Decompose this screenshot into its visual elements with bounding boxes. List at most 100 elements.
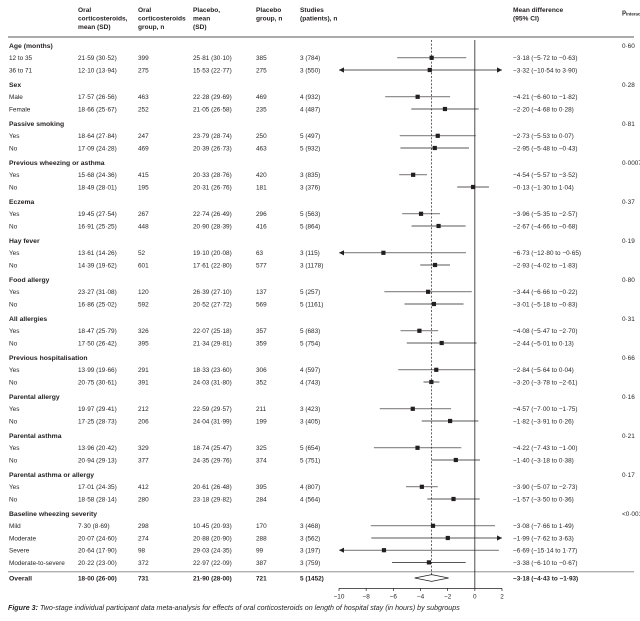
point-estimate	[470, 184, 476, 190]
header-md: Mean difference (95% CI)	[513, 7, 564, 22]
mean-difference-cell: −4·22 (−7·43 to −1·00)	[513, 445, 577, 452]
point-estimate	[381, 250, 386, 255]
row-label: 12 to 35	[9, 55, 33, 62]
group-p-value: 0·21	[622, 433, 635, 440]
point-estimate	[453, 457, 458, 463]
header-placebo-mean: Placebo, mean (SD)	[193, 7, 220, 31]
placebo-n-cell: 250	[256, 133, 267, 140]
point-estimate	[442, 106, 448, 112]
oral-n-cell: 415	[138, 172, 149, 179]
header-studies: Studies (patients), n	[300, 7, 337, 22]
mean-difference-cell: −2·44 (−5·01 to 0·13)	[513, 340, 574, 347]
point-estimate	[415, 445, 420, 450]
oral-n-cell: 448	[138, 223, 149, 230]
oral-n-cell: 399	[138, 55, 149, 62]
oral-n-cell: 98	[138, 548, 146, 555]
oral-n-cell: 120	[138, 289, 149, 296]
header-p-interaction: pinteraction	[622, 9, 640, 17]
row-label: Severe	[9, 548, 30, 555]
oral-mean-cell: 18·58 (28·14)	[78, 496, 117, 503]
placebo-n-cell: 99	[256, 548, 264, 555]
placebo-n-cell: 463	[256, 145, 267, 152]
group-p-value: 0·28	[622, 82, 635, 89]
overall-studies: 5 (1452)	[300, 575, 324, 582]
oral-mean-cell: 13·99 (19·66)	[78, 367, 117, 374]
studies-cell: 3 (562)	[300, 535, 320, 542]
row-label: No	[9, 262, 18, 269]
row-label: Male	[9, 94, 23, 101]
oral-mean-cell: 20·75 (30·61)	[78, 379, 117, 386]
mean-difference-cell: −3·08 (−7·66 to 1·49)	[513, 523, 574, 530]
group-label: Parental allergy	[9, 394, 60, 401]
header-oral-n: Oral corticosteroids group, n	[138, 7, 186, 31]
placebo-mean-cell: 20·39 (26·73)	[193, 145, 232, 152]
group-label: All allergies	[9, 316, 47, 323]
mean-difference-cell: −3·18 (−5·72 to −0·63)	[513, 55, 577, 62]
group-label: Previous hospitalisation	[9, 355, 88, 362]
oral-mean-cell: 18·49 (28·01)	[78, 184, 117, 191]
table-rows: Age (months) 0·60 12 to 35 21·59 (30·52) 399…	[8, 43, 640, 582]
placebo-n-cell: 63	[256, 250, 264, 257]
oral-n-cell: 195	[138, 184, 149, 191]
placebo-mean-cell: 29·03 (24·35)	[193, 548, 232, 555]
overall-oral-n: 731	[138, 575, 149, 582]
placebo-mean-cell: 15·53 (22·77)	[193, 67, 232, 74]
mean-difference-cell: −3·20 (−3·78 to −2·61)	[513, 379, 577, 386]
oral-n-cell: 463	[138, 94, 149, 101]
point-estimate	[411, 172, 416, 177]
caption-label: Figure 3:	[8, 604, 38, 612]
studies-cell: 3 (468)	[300, 523, 320, 530]
mean-difference-cell: −4·57 (−7·00 to −1·75)	[513, 406, 577, 413]
point-estimate	[410, 406, 415, 411]
studies-cell: 5 (754)	[300, 340, 320, 347]
oral-mean-cell: 17·09 (24·28)	[78, 145, 117, 152]
studies-cell: 4 (807)	[300, 484, 320, 491]
group-p-value: 0·81	[622, 121, 635, 128]
forest-plot: Oral corticosteroids, mean (SD) Oral cortico…	[8, 7, 640, 600]
placebo-n-cell: 385	[256, 55, 267, 62]
row-label: No	[9, 457, 18, 464]
x-tick-label: −2	[444, 593, 452, 600]
group-p-value: 0·19	[622, 238, 635, 245]
overall-placebo-n: 721	[256, 575, 267, 582]
oral-n-cell: 412	[138, 484, 149, 491]
placebo-n-cell: 469	[256, 94, 267, 101]
placebo-mean-cell: 20·33 (28·76)	[193, 172, 232, 179]
group-p-value: 0·16	[622, 394, 635, 401]
mean-difference-cell: −6·73 (−12·80 to −0·65)	[513, 250, 581, 257]
oral-mean-cell: 17·50 (26·42)	[78, 340, 117, 347]
row-label: No	[9, 418, 18, 425]
oral-mean-cell: 7·30 (8·69)	[78, 523, 110, 530]
point-estimate	[417, 328, 422, 333]
point-estimate	[439, 340, 444, 346]
oral-mean-cell: 17·01 (24·35)	[78, 484, 117, 491]
group-label: Hay fever	[9, 238, 40, 245]
point-estimate	[418, 211, 424, 216]
overall-mean-difference: −3·18 (−4·43 to −1·93)	[513, 575, 578, 582]
oral-mean-cell: 17·25 (28·73)	[78, 418, 117, 425]
row-label: Moderate	[9, 535, 36, 542]
group-label: Previous wheezing or asthma	[9, 160, 105, 167]
mean-difference-cell: −1·82 (−3·91 to 0·26)	[513, 418, 574, 425]
placebo-mean-cell: 10·45 (20·93)	[193, 523, 232, 530]
row-label: No	[9, 301, 18, 308]
x-tick-label: −6	[390, 593, 398, 600]
group-label: Eczema	[9, 199, 35, 206]
mean-difference-cell: −0·13 (−1·30 to 1·04)	[513, 184, 574, 191]
row-label: Mild	[9, 523, 21, 530]
group-p-value: 0·80	[622, 277, 635, 284]
placebo-mean-cell: 22·97 (22·09)	[193, 560, 232, 567]
mean-difference-cell: −3·38 (−6·10 to −0·67)	[513, 560, 577, 567]
placebo-mean-cell: 24·04 (31·99)	[193, 418, 232, 425]
mean-difference-cell: −6·69 (−15·14 to 1·77)	[513, 548, 577, 555]
placebo-n-cell: 359	[256, 340, 267, 347]
row-label: No	[9, 340, 18, 347]
row-label: No	[9, 145, 18, 152]
placebo-mean-cell: 22·28 (29·69)	[193, 94, 232, 101]
oral-n-cell: 395	[138, 340, 149, 347]
oral-n-cell: 52	[138, 250, 146, 257]
placebo-n-cell: 569	[256, 301, 267, 308]
placebo-mean-cell: 18·33 (23·60)	[193, 367, 232, 374]
studies-cell: 5 (932)	[300, 145, 320, 152]
oral-mean-cell: 21·59 (30·52)	[78, 55, 117, 62]
